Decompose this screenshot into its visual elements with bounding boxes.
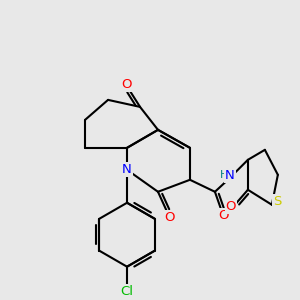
Text: O: O [121, 78, 131, 92]
Text: S: S [273, 195, 281, 208]
Text: Cl: Cl [121, 285, 134, 298]
Text: O: O [219, 209, 229, 222]
Text: O: O [165, 211, 175, 224]
Text: H: H [220, 170, 228, 180]
Text: N: N [225, 169, 235, 182]
Text: N: N [122, 163, 132, 176]
Text: O: O [226, 200, 236, 213]
